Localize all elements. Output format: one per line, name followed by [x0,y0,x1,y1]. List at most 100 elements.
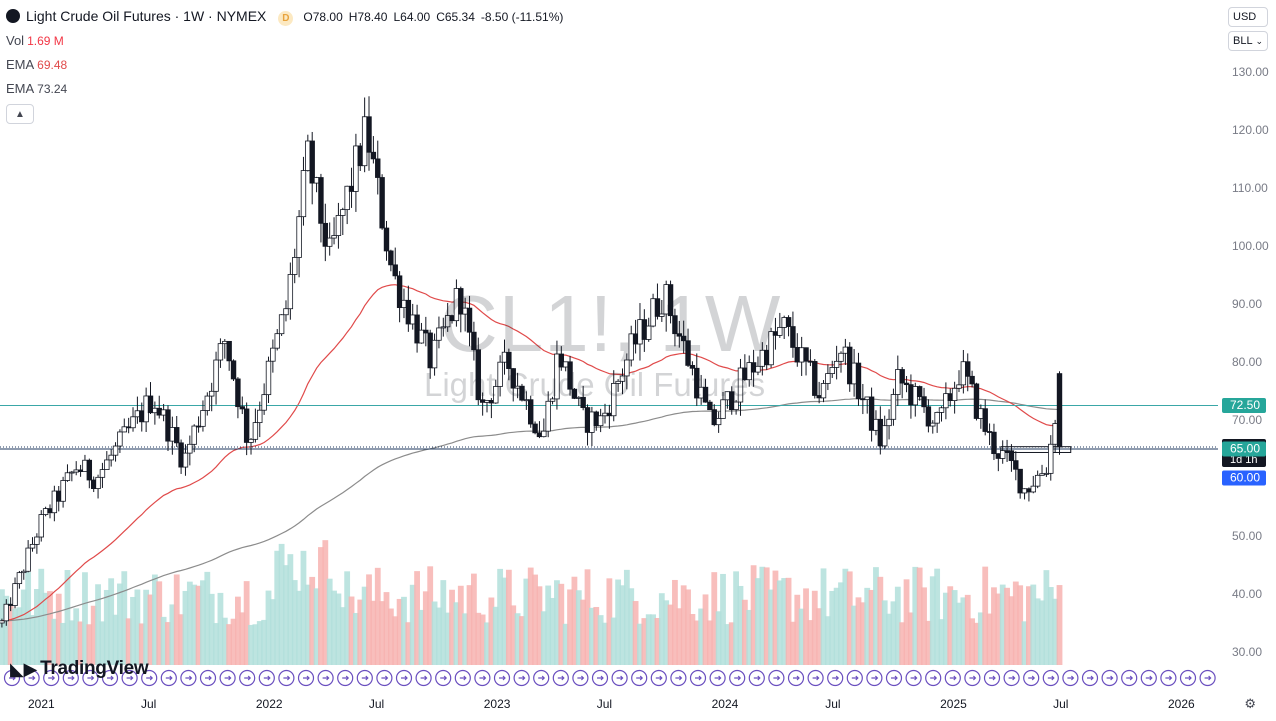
volume-bar [1030,584,1037,665]
candle-body [798,347,805,363]
volume-bar [475,612,482,665]
candle-body [506,351,512,369]
candle-body [768,331,774,366]
arrow-right-icon [851,675,859,681]
candle-body [283,308,289,316]
volume-bar [1004,587,1010,665]
candle-body [296,216,302,258]
candle-body [73,469,79,473]
delayed-badge[interactable]: D [278,11,294,26]
candle-body [366,116,372,153]
tradingview-logo[interactable]: ◣▶ TradingView [10,658,149,680]
volume-bar [422,591,429,665]
candle-body [178,442,184,468]
volume-bar [785,577,792,665]
candle-body [646,325,652,340]
arrow-right-icon [597,675,604,681]
volume-bar [344,571,351,665]
candle-body [466,307,473,333]
volume-bar [842,568,849,665]
unit-select[interactable]: BLL ⌄ [1228,31,1268,51]
arrow-right-icon [146,675,154,681]
candle-body [95,476,101,490]
settings-gear-icon[interactable]: ⚙ [1244,696,1256,711]
volume-bar [462,613,469,665]
volume-bar [252,624,259,665]
volume-bar [610,617,617,665]
volume-bar [571,576,578,665]
candle-body [29,543,36,549]
volume-bar [138,623,145,665]
volume-bar [645,614,652,665]
candle-body [3,603,9,622]
volume-bar [239,612,246,665]
volume-bar [772,570,779,665]
volume-bar [838,582,844,665]
candle-body [292,257,298,275]
chevron-up-icon: ▲ [15,108,25,120]
arrow-right-icon [244,675,252,681]
volume-bar [960,597,967,665]
watermark-symbol: CL1!, 1W [440,279,782,368]
logo-text: TradingView [40,658,149,679]
candle-body [1034,474,1041,487]
candle-body [1026,488,1032,493]
arrow-right-icon [949,675,957,681]
candle-body [654,298,661,317]
arrow-right-icon [381,675,389,681]
arrow-right-icon [342,675,350,681]
price-label-box [1222,441,1266,457]
volume-bar [470,573,477,665]
volume-bar [125,618,132,665]
candle-body [554,353,560,400]
candle-body [838,352,844,362]
volume-bar [824,616,831,665]
volume-bar [733,571,740,665]
volume-bar [200,580,206,665]
volume-bar [654,618,661,665]
candle-body [873,418,879,431]
volume-bar [803,588,809,665]
volume-bar [318,547,324,665]
candle-body [1013,460,1019,470]
volume-bar [706,620,713,665]
volume-bar [1021,621,1028,665]
currency-select[interactable]: USD [1228,7,1268,27]
candle-body [619,375,626,382]
chart-title[interactable]: Light Crude Oil Futures · 1W · NYMEX [26,8,267,24]
candle-body [912,386,918,406]
legend-collapse-button[interactable]: ▲ [6,104,34,124]
candle-body [42,508,49,515]
candle-body [991,431,997,455]
volume-bar [147,594,154,665]
volume-bar [908,612,914,665]
volume-bar [1043,570,1050,665]
indicator-name: EMA [6,81,35,96]
volume-bar [103,589,110,665]
volume-bar [619,585,626,665]
candle-body [545,400,551,432]
volume-bar [90,605,97,665]
candle-body [737,367,744,403]
volume-bar [42,592,49,665]
volume-bar [186,581,193,665]
indicator-name: EMA [6,57,35,72]
candle-body [440,326,447,329]
candle-body [340,209,346,216]
arrow-right-icon [910,675,918,681]
arrow-right-icon [205,675,212,681]
volume-bar [676,608,683,665]
volume-legend[interactable]: Vol 1.69 M [6,33,64,48]
candle-body [431,339,438,369]
ema-fast-legend[interactable]: EMA 69.48 [6,57,67,72]
candle-body [156,407,162,416]
candle-body [624,359,630,377]
candle-body [112,445,119,456]
ema-slow-legend[interactable]: EMA 73.24 [6,81,67,96]
volume-bar [436,607,442,665]
arrow-right-icon [440,675,448,681]
volume-bar [597,615,604,665]
arrow-right-icon [361,675,369,681]
arrow-right-icon [263,675,271,681]
